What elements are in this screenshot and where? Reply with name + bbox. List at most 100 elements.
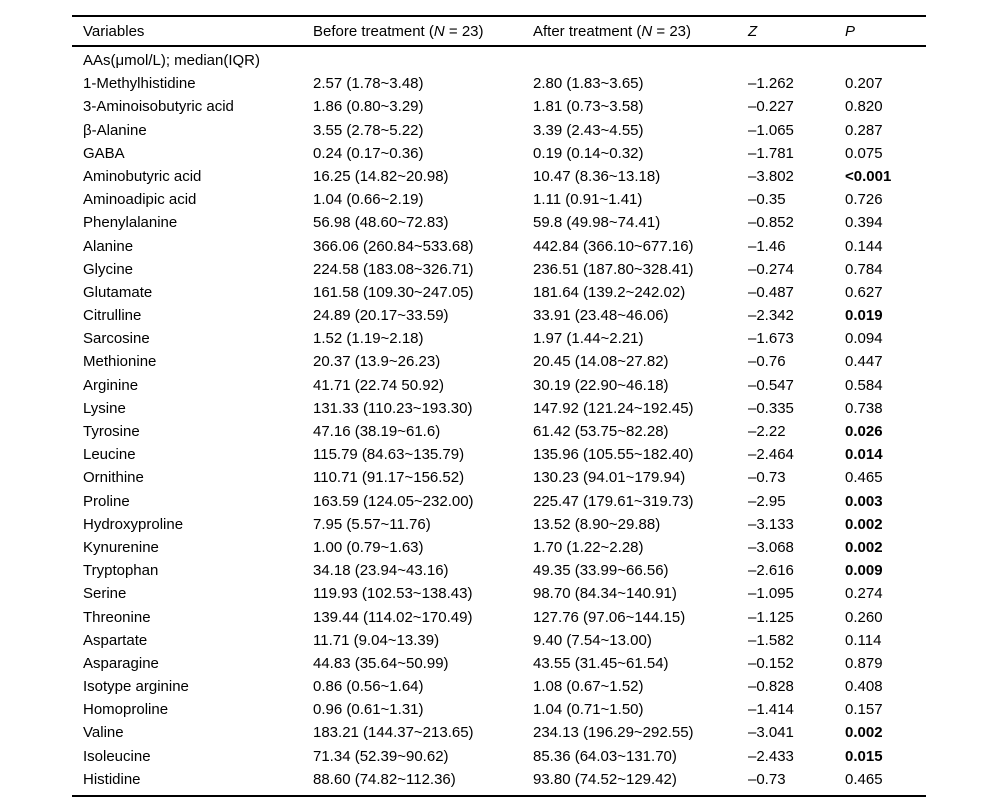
- col-header-after-treatment: After treatment (N = 23): [533, 23, 748, 40]
- after-cell: 20.45 (14.08~27.82): [533, 353, 669, 371]
- variable-cell: Alanine: [83, 237, 134, 255]
- table-row: 3-Aminoisobutyric acid 1.86 (0.80~3.29) 1.…: [72, 95, 926, 118]
- z-cell: –1.262: [748, 75, 794, 93]
- table-row: Arginine 41.71 (22.74 50.92) 30.19 (22.90~…: [72, 374, 926, 397]
- table-row: Tryptophan 34.18 (23.94~43.16) 49.35 (33.9…: [72, 559, 926, 582]
- z-cell: –2.342: [748, 307, 794, 325]
- table-row: Glutamate 161.58 (109.30~247.05) 181.64 (1…: [72, 281, 926, 304]
- table-row: Aminobutyric acid 16.25 (14.82~20.98) 10.4…: [72, 165, 926, 188]
- before-cell: 20.37 (13.9~26.23): [313, 353, 441, 371]
- before-cell: 44.83 (35.64~50.99): [313, 654, 449, 672]
- p-cell: 0.726: [845, 191, 883, 209]
- table-row: Homoproline 0.96 (0.61~1.31) 1.04 (0.71~1.…: [72, 698, 926, 721]
- table-row: Isotype arginine 0.86 (0.56~1.64) 1.08 (0.…: [72, 675, 926, 698]
- before-cell: 0.96 (0.61~1.31): [313, 701, 424, 719]
- variable-cell: Glycine: [83, 260, 134, 278]
- before-cell: 88.60 (74.82~112.36): [313, 770, 456, 788]
- before-cell: 24.89 (20.17~33.59): [313, 307, 449, 325]
- z-cell: –0.828: [748, 678, 794, 696]
- p-cell: 0.627: [845, 283, 883, 301]
- before-cell: 11.71 (9.04~13.39): [313, 631, 440, 649]
- p-cell: 0.820: [845, 98, 883, 116]
- before-cell: 56.98 (48.60~72.83): [313, 214, 449, 232]
- before-cell: 224.58 (183.08~326.71): [313, 260, 474, 278]
- z-cell: –2.464: [748, 446, 794, 464]
- col-header-before-suffix: = 23): [444, 22, 484, 40]
- z-cell: –0.76: [748, 353, 786, 371]
- before-cell: 1.04 (0.66~2.19): [313, 191, 424, 209]
- group-header-label: AAs(μmol/L); median(IQR): [83, 52, 261, 69]
- variable-cell: Isoleucine: [83, 747, 151, 765]
- z-cell: –0.335: [748, 399, 794, 417]
- p-cell: 0.002: [845, 515, 883, 533]
- variable-cell: Methionine: [83, 353, 157, 371]
- col-header-variables: Variables: [83, 22, 145, 40]
- table-row: Serine 119.93 (102.53~138.43) 98.70 (84.34…: [72, 582, 926, 605]
- variable-cell: Leucine: [83, 446, 136, 464]
- table-row: Alanine 366.06 (260.84~533.68) 442.84 (366…: [72, 235, 926, 258]
- z-cell: –3.802: [748, 167, 794, 185]
- table-row: 1-Methylhistidine 2.57 (1.78~3.48) 2.80 (1…: [72, 72, 926, 95]
- table-row: GABA 0.24 (0.17~0.36) 0.19 (0.14~0.32) –1.7…: [72, 142, 926, 165]
- after-cell: 234.13 (196.29~292.55): [533, 724, 694, 742]
- col-header-after-n-italic: N: [641, 22, 653, 40]
- p-cell: 0.465: [845, 770, 883, 788]
- p-cell: 0.114: [845, 631, 882, 649]
- variable-cell: Homoproline: [83, 701, 169, 719]
- p-cell: 0.287: [845, 121, 883, 139]
- z-cell: –2.22: [748, 423, 786, 440]
- z-cell: –1.095: [748, 585, 794, 603]
- before-cell: 0.24 (0.17~0.36): [313, 144, 424, 162]
- z-cell: –2.433: [748, 747, 794, 765]
- after-cell: 181.64 (139.2~242.02): [533, 283, 686, 301]
- before-cell: 47.16 (38.19~61.6): [313, 423, 441, 440]
- after-cell: 225.47 (179.61~319.73): [533, 492, 694, 510]
- p-cell: 0.465: [845, 469, 883, 487]
- variable-cell: Valine: [83, 724, 124, 742]
- z-cell: –1.46: [748, 237, 786, 255]
- p-cell: 0.274: [845, 585, 883, 603]
- table-row: Leucine 115.79 (84.63~135.79) 135.96 (105.…: [72, 443, 926, 466]
- before-cell: 1.86 (0.80~3.29): [313, 98, 424, 116]
- table-body: AAs(μmol/L); median(IQR) 1-Methylhistidi…: [72, 47, 926, 797]
- p-cell: 0.144: [845, 237, 883, 255]
- z-cell: –0.152: [748, 654, 794, 672]
- variable-cell: Serine: [83, 585, 127, 603]
- z-cell: –1.582: [748, 631, 794, 649]
- after-cell: 9.40 (7.54~13.00): [533, 631, 652, 649]
- table-row: Citrulline 24.89 (20.17~33.59) 33.91 (23.4…: [72, 304, 926, 327]
- before-cell: 366.06 (260.84~533.68): [313, 237, 474, 255]
- z-cell: –0.73: [748, 469, 786, 487]
- z-cell: –0.73: [748, 770, 786, 788]
- table-row: Proline 163.59 (124.05~232.00) 225.47 (179…: [72, 490, 926, 513]
- table-row: Kynurenine 1.00 (0.79~1.63) 1.70 (1.22~2.2…: [72, 536, 926, 559]
- p-cell: 0.447: [845, 353, 883, 371]
- before-cell: 1.00 (0.79~1.63): [313, 538, 424, 556]
- table-row: Hydroxyproline 7.95 (5.57~11.76) 13.52 (8.…: [72, 513, 926, 536]
- table-row: Isoleucine 71.34 (52.39~90.62) 85.36 (64.0…: [72, 745, 926, 768]
- p-cell: 0.019: [845, 307, 883, 325]
- p-cell: 0.075: [845, 144, 883, 162]
- z-cell: –0.227: [748, 98, 794, 116]
- variable-cell: Citrulline: [83, 307, 142, 325]
- p-cell: 0.015: [845, 747, 883, 765]
- col-header-after-prefix: After treatment (: [533, 22, 642, 40]
- p-cell: 0.394: [845, 214, 883, 232]
- after-cell: 0.19 (0.14~0.32): [533, 144, 644, 162]
- after-cell: 33.91 (23.48~46.06): [533, 307, 669, 325]
- before-cell: 3.55 (2.78~5.22): [313, 121, 424, 139]
- table-row: Tyrosine 47.16 (38.19~61.6) 61.42 (53.75~8…: [72, 420, 926, 443]
- col-header-before-treatment: Before treatment (N = 23): [313, 23, 533, 40]
- variable-cell: Arginine: [83, 376, 139, 394]
- variable-cell: Histidine: [83, 770, 141, 788]
- after-cell: 43.55 (31.45~61.54): [533, 654, 669, 672]
- after-cell: 2.80 (1.83~3.65): [533, 75, 644, 93]
- p-cell: 0.002: [845, 724, 883, 742]
- variable-cell: β-Alanine: [83, 121, 147, 139]
- variable-cell: Phenylalanine: [83, 214, 178, 232]
- p-cell: 0.026: [845, 423, 883, 440]
- before-cell: 71.34 (52.39~90.62): [313, 747, 449, 765]
- after-cell: 1.81 (0.73~3.58): [533, 98, 644, 116]
- after-cell: 93.80 (74.52~129.42): [533, 770, 677, 788]
